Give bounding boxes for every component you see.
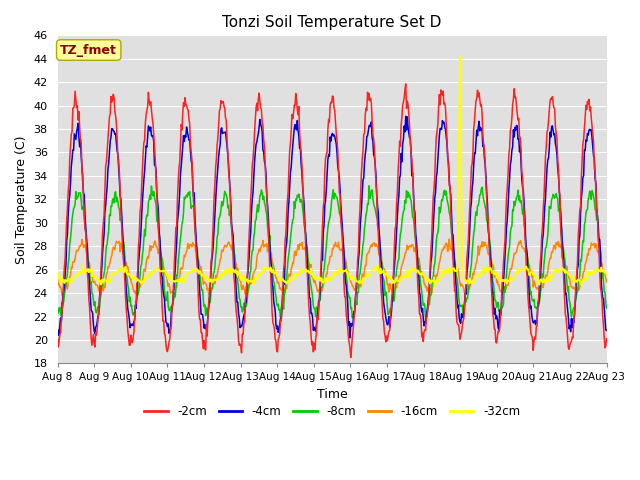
Title: Tonzi Soil Temperature Set D: Tonzi Soil Temperature Set D <box>222 15 442 30</box>
Legend: -2cm, -4cm, -8cm, -16cm, -32cm: -2cm, -4cm, -8cm, -16cm, -32cm <box>140 401 525 423</box>
Y-axis label: Soil Temperature (C): Soil Temperature (C) <box>15 135 28 264</box>
X-axis label: Time: Time <box>317 388 348 401</box>
Text: TZ_fmet: TZ_fmet <box>60 44 117 57</box>
